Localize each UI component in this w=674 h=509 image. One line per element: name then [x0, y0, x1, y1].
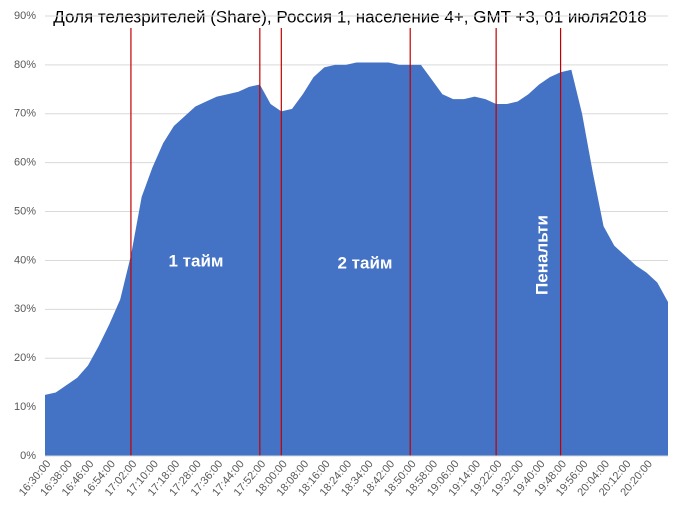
area	[45, 62, 668, 456]
y-tick-label: 40%	[14, 254, 36, 266]
y-tick-label: 70%	[14, 108, 36, 120]
chart-title: Доля телезрителей (Share), Россия 1, нас…	[53, 7, 646, 26]
y-tick-label: 20%	[14, 352, 36, 364]
annotation: 1 тайм	[169, 251, 224, 270]
y-tick-label: 80%	[14, 59, 36, 71]
y-tick-label: 50%	[14, 205, 36, 217]
y-tick-label: 30%	[14, 303, 36, 315]
annotation: 2 тайм	[338, 253, 393, 272]
y-tick-label: 0%	[20, 450, 36, 462]
y-tick-label: 60%	[14, 157, 36, 169]
annotation: Пенальти	[532, 215, 551, 295]
y-tick-label: 90%	[14, 10, 36, 22]
y-tick-label: 10%	[14, 401, 36, 413]
